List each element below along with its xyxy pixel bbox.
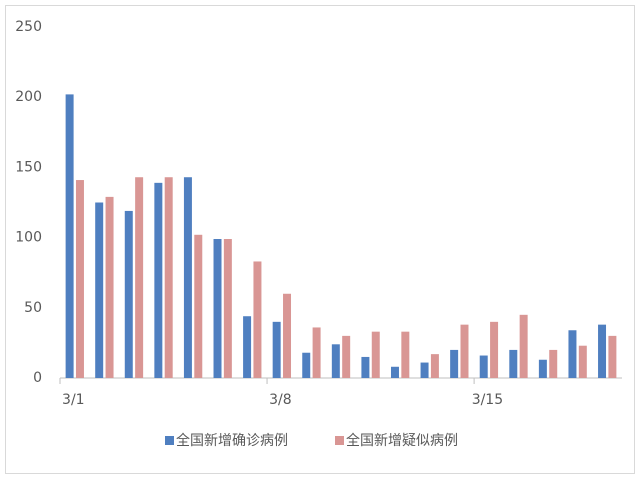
x-tick-label: 3/15 (472, 392, 503, 408)
bar (608, 335, 617, 378)
y-tick-label: 200 (15, 89, 42, 105)
bar (538, 359, 547, 378)
bar (430, 354, 439, 378)
y-tick-label: 50 (24, 300, 42, 316)
bar (450, 349, 459, 378)
bar (490, 321, 499, 378)
bar (331, 344, 340, 378)
y-tick-label: 100 (15, 230, 42, 246)
bar (390, 366, 399, 378)
bar (194, 234, 203, 378)
bar (361, 356, 370, 378)
bar (164, 177, 173, 378)
bar (95, 202, 104, 378)
legend-label: 全国新增确诊病例 (176, 432, 288, 449)
bar (568, 330, 577, 378)
bar (598, 324, 607, 378)
bar (154, 182, 163, 378)
bar (479, 355, 488, 378)
bar (509, 349, 518, 378)
bar (243, 316, 252, 378)
y-tick-label: 250 (15, 19, 42, 35)
bar (420, 362, 429, 378)
legend-swatch (335, 436, 344, 445)
x-tick-label: 3/1 (62, 392, 85, 408)
x-tick-label: 3/8 (269, 392, 292, 408)
y-tick-label: 150 (15, 159, 42, 175)
bar (213, 239, 222, 378)
bar (371, 331, 380, 378)
bar (135, 177, 144, 378)
bar (272, 321, 281, 378)
bar (578, 345, 587, 378)
bar (519, 314, 528, 378)
bar (342, 335, 351, 378)
bar (105, 196, 114, 378)
bar (124, 210, 133, 378)
bar (302, 352, 311, 378)
bar (283, 293, 292, 378)
y-tick-label: 0 (33, 370, 42, 386)
bar (401, 331, 410, 378)
bar (183, 177, 192, 378)
bar (75, 180, 84, 378)
bar (65, 94, 74, 378)
bar (549, 349, 558, 378)
bar (460, 324, 469, 378)
legend-label: 全国新增疑似病例 (346, 432, 458, 449)
bar (253, 261, 262, 378)
legend-swatch (165, 436, 174, 445)
bar (223, 239, 232, 378)
bar (312, 327, 321, 378)
